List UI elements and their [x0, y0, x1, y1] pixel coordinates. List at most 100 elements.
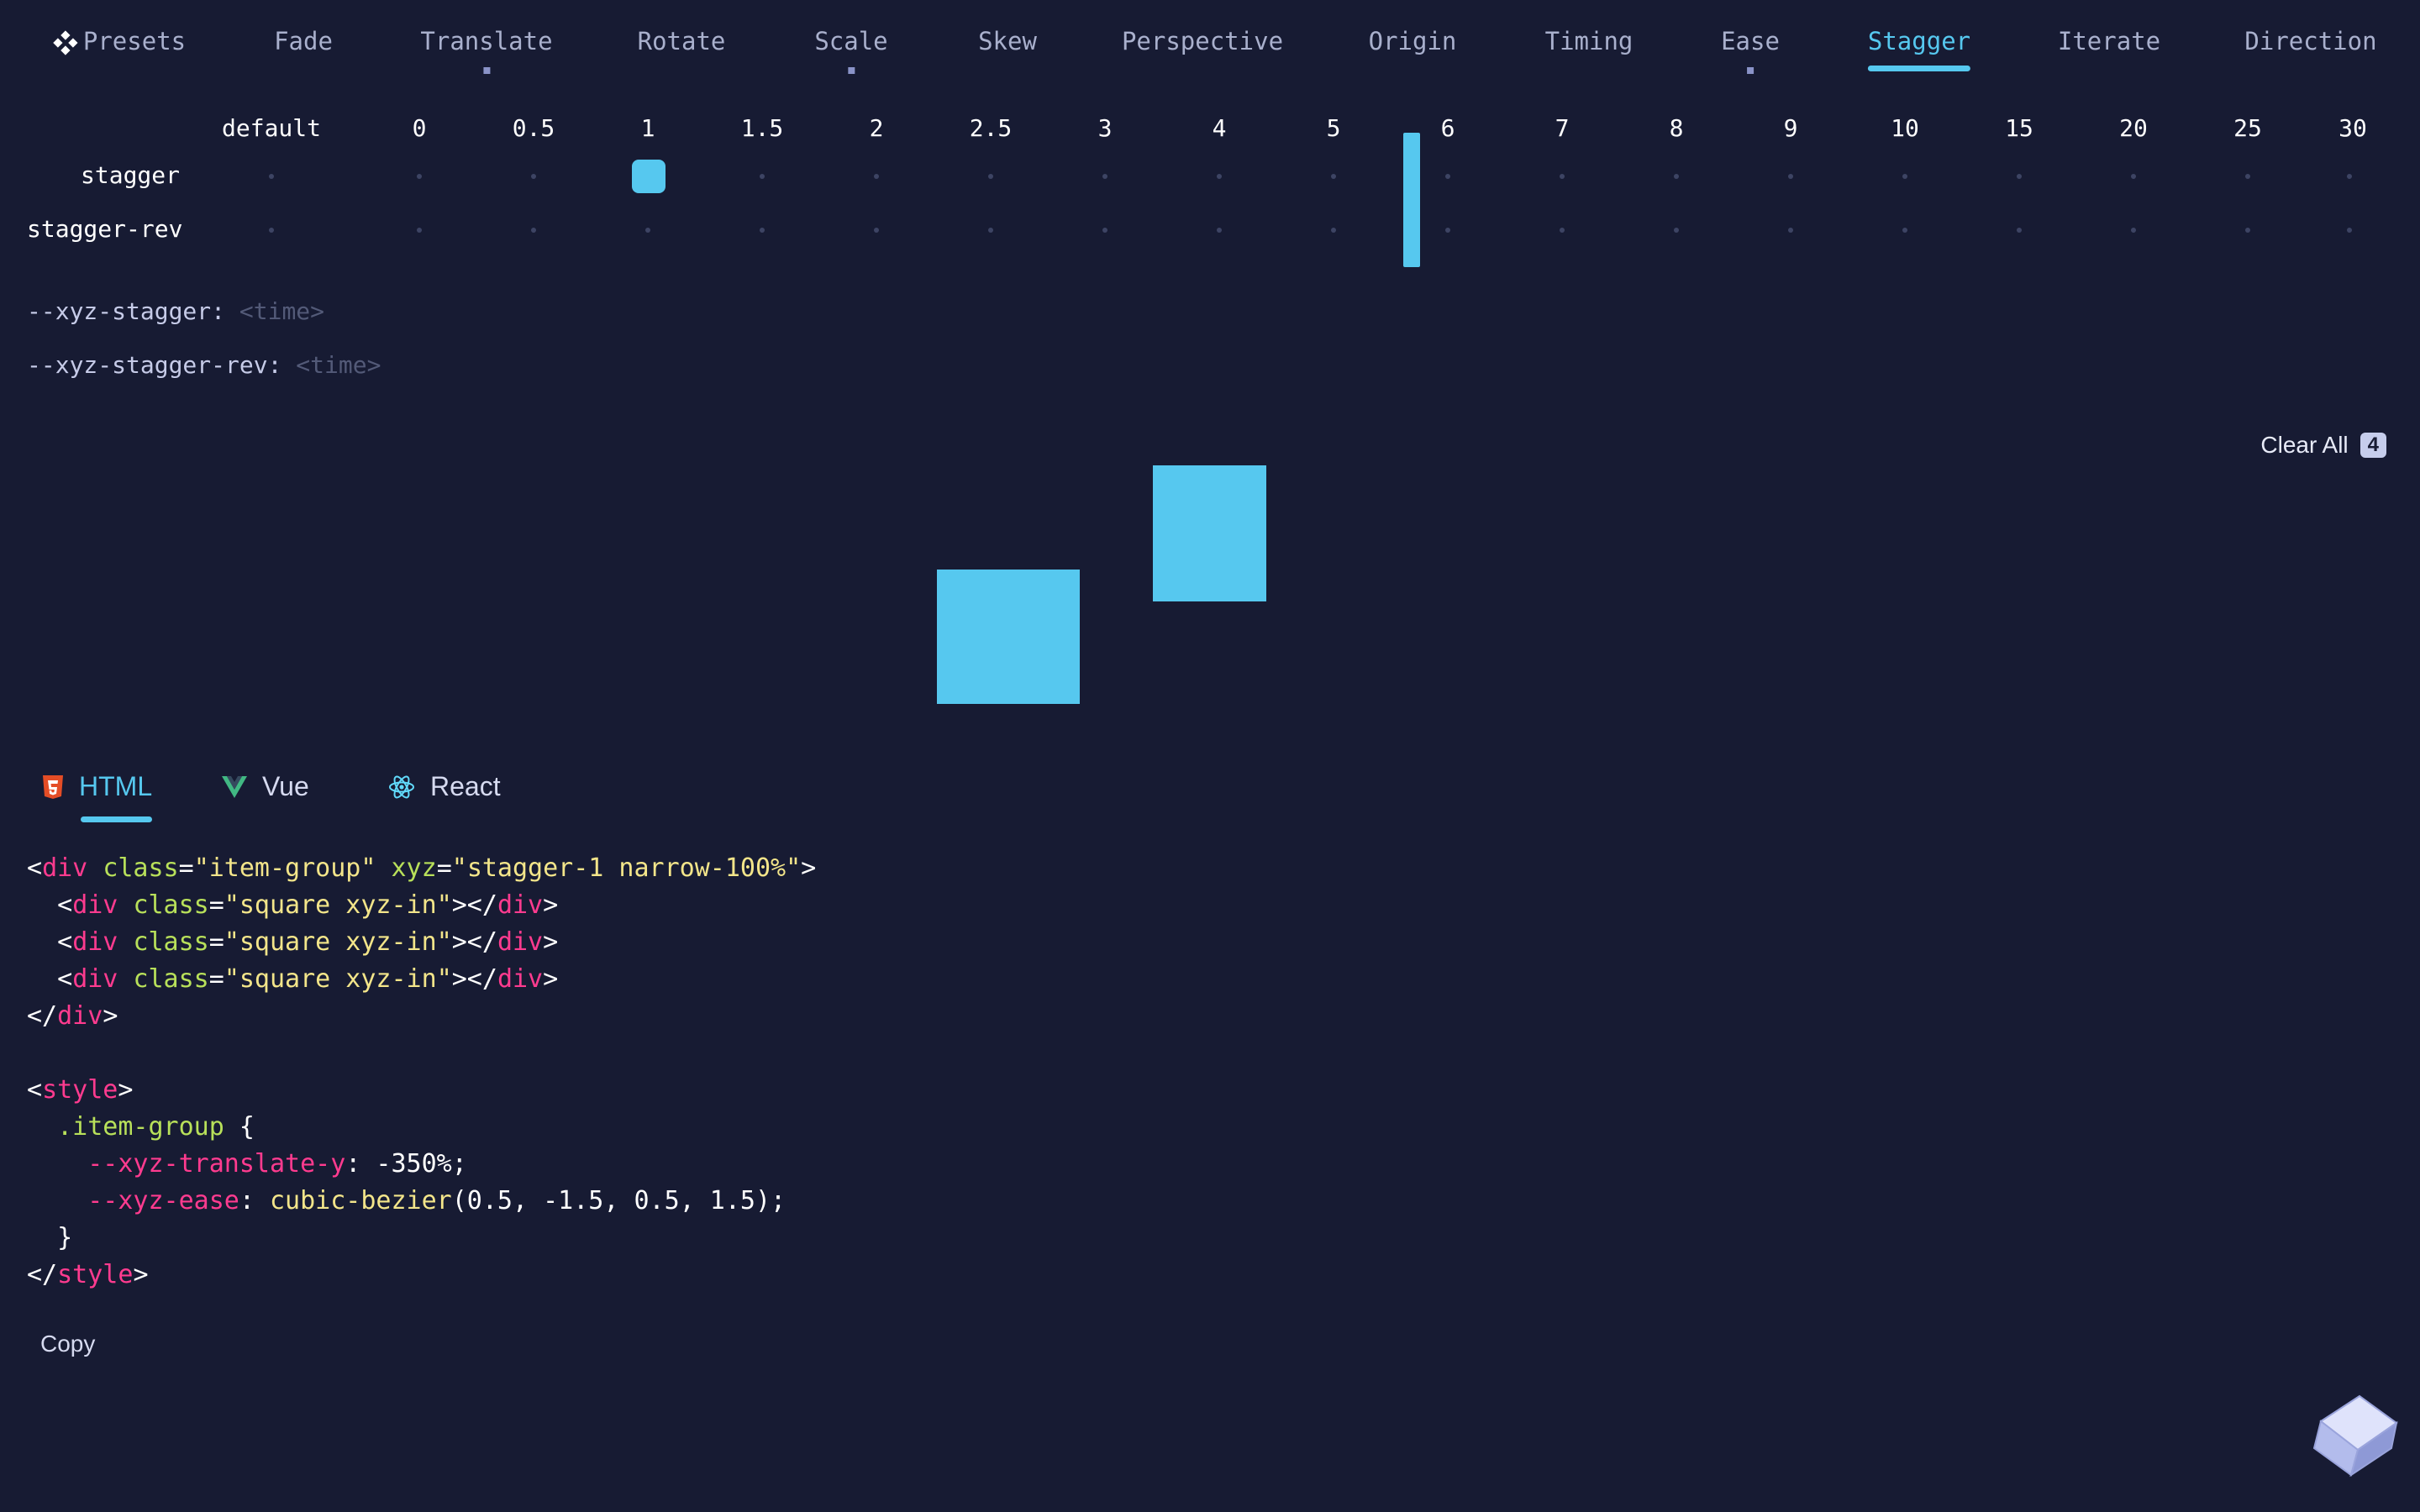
grid-cell[interactable]: [1560, 174, 1565, 179]
copy-button[interactable]: Copy: [40, 1331, 96, 1357]
tab-label: Direction: [2244, 27, 2377, 55]
tab-rotate[interactable]: Rotate: [638, 27, 726, 55]
active-tab-underline: [1867, 66, 1971, 71]
column-header: 30: [2338, 114, 2367, 142]
column-header: 25: [2233, 114, 2262, 142]
tab-fade[interactable]: Fade: [274, 27, 333, 55]
modified-indicator: [1747, 67, 1754, 74]
tab-html[interactable]: HTML: [42, 771, 153, 822]
column-header: 1: [640, 114, 655, 142]
grid-cell[interactable]: [760, 228, 765, 233]
grid-cell[interactable]: [2131, 174, 2136, 179]
grid-cell[interactable]: [2347, 174, 2352, 179]
tab-label: Origin: [1368, 27, 1457, 55]
grid-cell[interactable]: [1560, 228, 1565, 233]
column-header: 0: [412, 114, 427, 142]
grid-cell[interactable]: [1674, 228, 1679, 233]
clear-all-label: Clear All: [2260, 432, 2349, 458]
grid-cell[interactable]: [531, 174, 536, 179]
grid-cell[interactable]: [1445, 228, 1450, 233]
tab-label: Skew: [978, 27, 1037, 55]
modified-indicator: [848, 67, 855, 74]
tab-iterate[interactable]: Iterate: [2058, 27, 2160, 55]
column-hover-indicator: [1403, 133, 1420, 267]
grid-cell[interactable]: [2347, 228, 2352, 233]
tab-label: Rotate: [637, 27, 726, 55]
tab-stagger[interactable]: Stagger: [1867, 27, 1971, 71]
tab-scale[interactable]: Scale: [814, 27, 888, 74]
property-stagger-rev: --xyz-stagger-rev: <time>: [27, 351, 381, 379]
column-header: 2.5: [969, 114, 1013, 142]
active-code-tab-underline: [81, 816, 153, 822]
column-header: 5: [1326, 114, 1341, 142]
grid-cell[interactable]: [1217, 174, 1222, 179]
tab-direction[interactable]: Direction: [2244, 27, 2376, 55]
grid-cell[interactable]: [1331, 174, 1336, 179]
column-header: 8: [1669, 114, 1684, 142]
cube-logo-icon[interactable]: [2311, 1389, 2400, 1478]
column-header: 3: [1097, 114, 1113, 142]
grid-cell[interactable]: [1217, 228, 1222, 233]
grid-cell[interactable]: [2245, 228, 2250, 233]
grid-cell[interactable]: [760, 174, 765, 179]
row-label-stagger-rev: stagger-rev: [27, 215, 183, 243]
tab-ease[interactable]: Ease: [1721, 27, 1780, 74]
tab-label: Timing: [1544, 27, 1634, 55]
property-value[interactable]: <time>: [296, 351, 381, 379]
grid-cell[interactable]: [874, 174, 879, 179]
preview-square: [1153, 465, 1266, 601]
top-nav: Presets Fade Translate Rotate Scale Skew…: [0, 0, 2420, 84]
column-header: 1.5: [740, 114, 784, 142]
column-header: 2: [869, 114, 884, 142]
grid-cell[interactable]: [2245, 174, 2250, 179]
grid-cell[interactable]: [1674, 174, 1679, 179]
tab-translate[interactable]: Translate: [420, 27, 553, 74]
grid-cell[interactable]: [988, 228, 993, 233]
tab-label: Scale: [814, 27, 888, 55]
grid-cell[interactable]: [269, 174, 274, 179]
tab-vue[interactable]: Vue: [222, 771, 309, 802]
grid-cell[interactable]: [2017, 174, 2022, 179]
grid-cell[interactable]: [645, 228, 650, 233]
grid-cell[interactable]: [531, 228, 536, 233]
tab-timing[interactable]: Timing: [1545, 27, 1634, 55]
grid-cell[interactable]: [2017, 228, 2022, 233]
property-stagger: --xyz-stagger: <time>: [27, 297, 324, 325]
clear-all-button[interactable]: Clear All 4: [2260, 432, 2386, 459]
tab-origin[interactable]: Origin: [1369, 27, 1457, 55]
grid-cell[interactable]: [988, 174, 993, 179]
vue-icon: [222, 775, 247, 798]
grid-cell[interactable]: [1788, 228, 1793, 233]
grid-cell[interactable]: [1102, 228, 1107, 233]
grid-cell[interactable]: [874, 228, 879, 233]
selected-cell-stagger-1[interactable]: [632, 160, 666, 193]
column-header: 7: [1555, 114, 1570, 142]
grid-cell[interactable]: [417, 228, 422, 233]
tab-react[interactable]: React: [388, 771, 501, 802]
property-name: --xyz-stagger:: [27, 297, 226, 325]
column-header: 10: [1891, 114, 1919, 142]
tab-perspective[interactable]: Perspective: [1122, 27, 1283, 55]
property-value[interactable]: <time>: [239, 297, 325, 325]
grid-cell[interactable]: [1445, 174, 1450, 179]
grid-cell[interactable]: [1902, 174, 1907, 179]
grid-cell[interactable]: [417, 174, 422, 179]
tab-label: Perspective: [1121, 27, 1284, 55]
grid-cell[interactable]: [1331, 228, 1336, 233]
tab-label: Iterate: [2057, 27, 2161, 55]
presets-icon: [53, 30, 78, 55]
grid-cell[interactable]: [1102, 174, 1107, 179]
html5-icon: [43, 774, 63, 799]
tab-react-label: React: [430, 771, 501, 801]
tab-label: Ease: [1721, 27, 1780, 55]
column-header: 15: [2005, 114, 2033, 142]
grid-cell[interactable]: [1788, 174, 1793, 179]
tab-skew[interactable]: Skew: [978, 27, 1037, 55]
tab-html-label: HTML: [79, 771, 153, 801]
tab-presets[interactable]: Presets: [53, 27, 186, 55]
property-name: --xyz-stagger-rev:: [27, 351, 282, 379]
tab-vue-label: Vue: [262, 771, 309, 801]
grid-cell[interactable]: [269, 228, 274, 233]
grid-cell[interactable]: [1902, 228, 1907, 233]
grid-cell[interactable]: [2131, 228, 2136, 233]
